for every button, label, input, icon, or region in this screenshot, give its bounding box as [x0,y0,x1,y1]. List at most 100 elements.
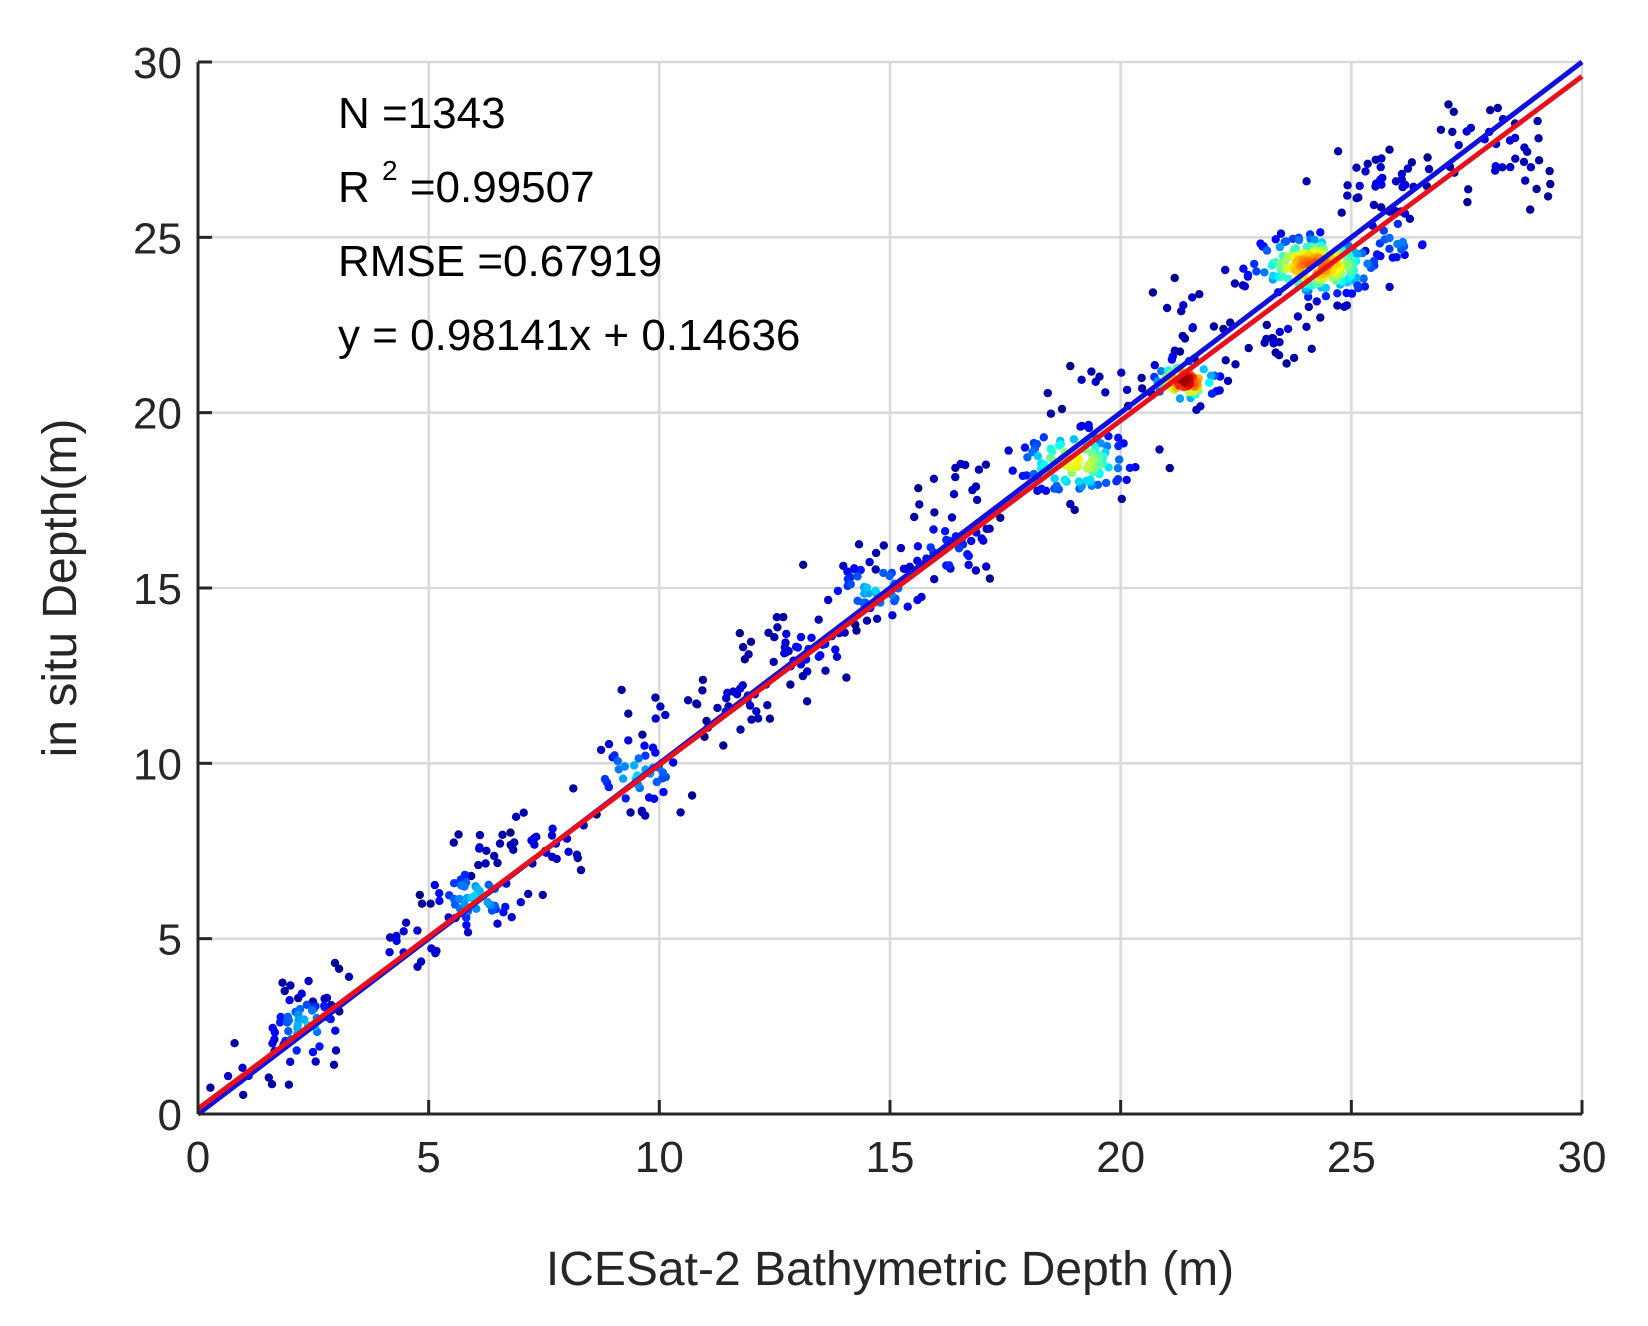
scatter-point [1293,312,1303,321]
scatter-point [1304,292,1313,302]
scatter-point [330,958,340,968]
scatter-point [1355,181,1364,191]
scatter-point [1230,279,1240,288]
scatter-point [842,673,851,682]
scatter-point [385,948,394,957]
scatter-point [498,830,507,839]
scatter-point [1070,505,1079,515]
scatter-point [638,730,647,739]
scatter-point [507,913,516,922]
scatter-point [1342,288,1351,298]
scatter-point [879,541,888,550]
scatter-point [656,702,665,711]
scatter-point [1423,153,1432,162]
scatter-point [1506,162,1515,172]
scatter-point [1359,274,1368,283]
scatter-point [1205,378,1214,387]
scatter-point [698,686,707,695]
scatter-point [929,525,938,534]
scatter-point [1262,320,1272,330]
scatter-point [802,697,812,706]
y-tick-label: 0 [158,1091,182,1140]
scatter-point [1360,282,1370,291]
scatter-point [1392,253,1401,262]
scatter-point [484,880,493,889]
scatter-point [713,703,722,713]
scatter-point [548,824,557,833]
scatter-point [1162,303,1172,313]
scatter-point [1340,302,1349,311]
scatter-point [519,808,528,817]
scatter-point [641,751,650,760]
scatter-point [530,833,539,843]
scatter-point [1122,385,1132,395]
scatter-point [669,758,678,767]
scatter-point [1372,179,1381,188]
scatter-point [914,484,923,493]
scatter-point [1526,205,1535,214]
scatter-point [1114,433,1123,442]
scatter-point [747,715,756,724]
scatter-point [850,565,859,574]
scatter-point [764,628,773,637]
scatter-point [981,460,991,469]
y-tick-label: 30 [133,39,182,88]
scatter-point [1449,107,1459,117]
scatter-point [1060,475,1070,484]
x-tick-label: 20 [1096,1133,1145,1182]
x-tick-label: 0 [186,1133,210,1182]
scatter-point [206,1083,215,1092]
scatter-point [600,774,610,784]
scatter-point [1091,377,1100,386]
scatter-point [945,561,954,570]
scatter-point [530,840,539,849]
scatter-point [1046,409,1056,418]
x-axis-title: ICESat-2 Bathymetric Depth (m) [546,1243,1234,1296]
scatter-point [1343,191,1352,200]
scatter-point [1444,100,1453,109]
scatter-point [1066,361,1075,371]
scatter-point [1418,240,1427,249]
scatter-point [899,564,909,573]
scatter-point [799,560,808,569]
tick-labels: 0 5 10 15 20 25 30 0 5 10 15 20 25 30 [133,39,1606,1182]
scatter-point [1337,208,1346,217]
scatter-point [1150,361,1160,370]
scatter-point [752,707,761,716]
scatter-point [676,808,685,817]
scatter-point [626,808,635,817]
scatter-point [1175,394,1185,403]
scatter-point [929,474,939,483]
scatter-point [223,1071,233,1081]
scatter-point [1271,235,1280,244]
scatter-point [334,964,344,973]
scatter-point [596,745,606,755]
scatter-point [832,652,842,661]
scatter-point [1486,106,1495,115]
scatter-point [475,844,484,853]
regression-lines [196,60,1584,1116]
scatter-point [971,566,981,575]
scatter-point [1155,445,1164,454]
scatter-point [1363,259,1372,268]
scatter-point [1240,282,1250,291]
scatter-point [634,754,643,763]
scatter-point [765,714,775,723]
scatter-point [735,684,745,693]
scatter-point [1391,177,1401,186]
scatter-point [1165,463,1175,473]
scatter-point [796,632,806,642]
scatter-point [862,616,872,625]
scatter-point [1113,475,1123,484]
scatter-point [267,1080,277,1089]
scatter-point [1454,140,1463,150]
scatter-point [1304,302,1314,312]
scatter-point [1289,353,1299,363]
scatter-point [687,791,697,800]
scatter-point [344,972,354,981]
scatter-point [1117,368,1126,377]
annotation-equation: y = 0.98141x + 0.14636 [338,311,800,360]
scatter-point [1023,453,1032,462]
scatter-point [449,838,458,847]
scatter-point [1363,159,1372,168]
